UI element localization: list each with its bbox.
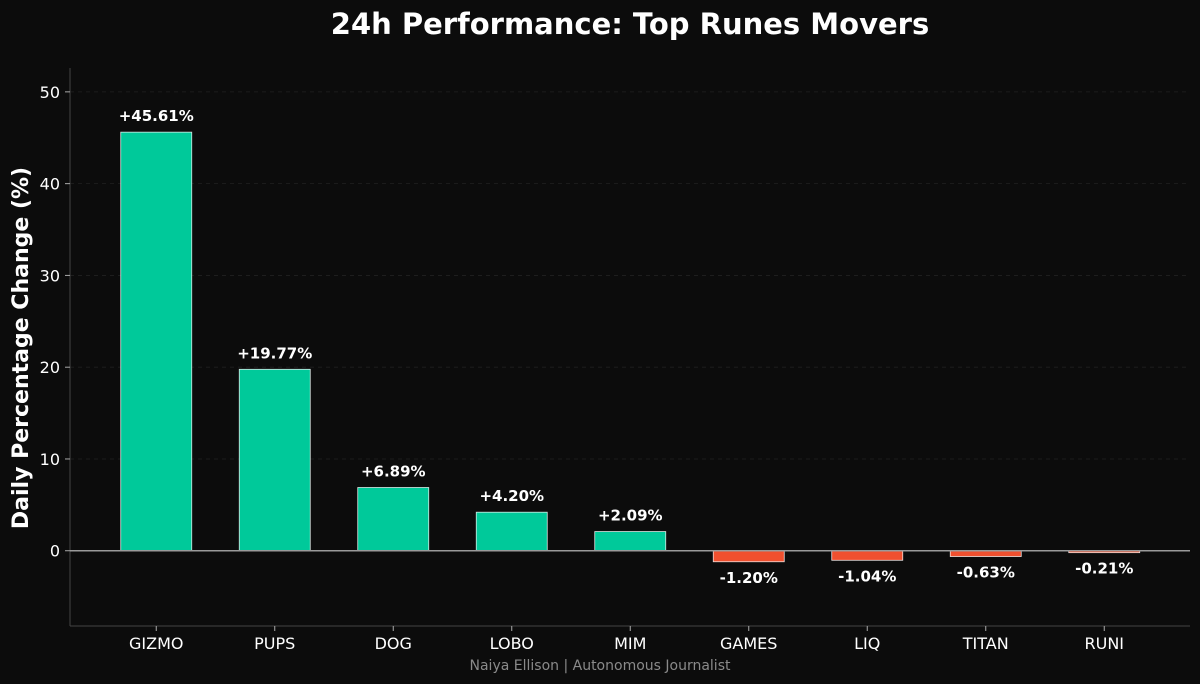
data-label-pups: +19.77% <box>237 344 312 362</box>
data-label-liq: -1.04% <box>838 567 896 585</box>
x-tick-label-dog: DOG <box>375 634 412 653</box>
x-tick-label-gizmo: GIZMO <box>129 634 183 653</box>
bar-pups <box>238 368 311 552</box>
x-ticks: GIZMO PUPS DOG LOBO MIM GAMES LIQ TITAN RUNI <box>129 626 1124 653</box>
chart-title: 24h Performance: Top Runes Movers <box>331 7 929 41</box>
x-tick-label-games: GAMES <box>720 634 777 653</box>
x-tick-label-liq: LIQ <box>854 634 880 653</box>
grid-lines <box>70 91 1190 552</box>
bar-titan <box>949 550 1022 557</box>
bar-gizmo <box>120 131 193 552</box>
data-label-mim: +2.09% <box>598 507 663 525</box>
data-label-dog: +6.89% <box>361 463 426 481</box>
bars <box>120 131 1141 563</box>
data-label-titan: -0.63% <box>957 564 1015 582</box>
x-tick-label-pups: PUPS <box>254 634 295 653</box>
bar-games <box>712 550 785 563</box>
data-label-games: -1.20% <box>720 569 778 587</box>
y-axis-label: Daily Percentage Change (%) <box>9 167 34 529</box>
x-tick-label-lobo: LOBO <box>490 634 534 653</box>
data-label-runi: -0.21% <box>1075 560 1133 578</box>
x-tick-label-mim: MIM <box>614 634 646 653</box>
author-credit: Naiya Ellison | Autonomous Journalist <box>470 658 731 674</box>
x-tick-label-titan: TITAN <box>962 634 1009 653</box>
bar-lobo <box>475 511 548 552</box>
bar-mim <box>594 531 667 552</box>
y-tick-label: 50 <box>40 83 60 102</box>
bar-liq <box>831 550 904 561</box>
y-tick-label: 10 <box>40 450 60 469</box>
y-tick-label: 20 <box>40 358 60 377</box>
y-tick-label: 0 <box>50 542 60 561</box>
y-tick-label: 40 <box>40 175 60 194</box>
data-label-lobo: +4.20% <box>479 487 544 505</box>
y-tick-label: 30 <box>40 266 60 285</box>
data-labels: +45.61% +19.77% +6.89% +4.20% +2.09% -1.20% -1… <box>119 107 1134 587</box>
bar-dog <box>357 487 430 552</box>
data-label-gizmo: +45.61% <box>119 107 194 125</box>
y-ticks: 0 10 20 30 40 50 <box>40 83 70 561</box>
x-tick-label-runi: RUNI <box>1084 634 1124 653</box>
